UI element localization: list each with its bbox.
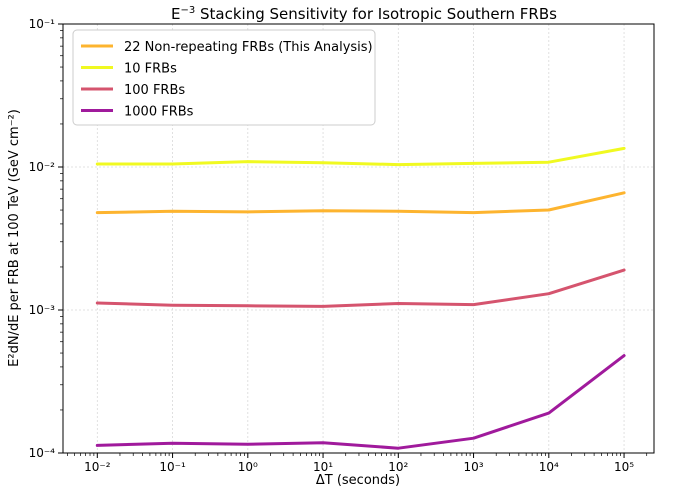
legend-box: [72, 29, 376, 126]
y-tick-label: 10⁻³: [29, 303, 56, 317]
x-tick-label: 10⁰: [238, 460, 258, 474]
y-tick-label: 10⁻²: [29, 160, 56, 174]
series-line: [95, 354, 626, 450]
legend-label: 1000 FRBs: [124, 105, 194, 120]
series-line: [95, 191, 626, 215]
x-tick-label: 10⁵: [614, 460, 634, 474]
x-tick-label: 10⁻¹: [159, 460, 186, 474]
x-tick-label: 10⁻²: [84, 460, 111, 474]
x-tick-label: 10¹: [313, 460, 333, 474]
x-tick-label: 10³: [464, 460, 484, 474]
series-line: [95, 268, 626, 308]
legend-label: 22 Non-repeating FRBs (This Analysis): [124, 40, 373, 55]
y-axis: 10⁻⁴ 10⁻³ 10⁻² 10⁻¹: [29, 17, 63, 460]
series-line: [95, 146, 626, 167]
series-layer: [95, 146, 626, 450]
plot-frame: [62, 23, 655, 454]
legend: 22 Non-repeating FRBs (This Analysis) 10 …: [72, 29, 376, 126]
y-tick-label: 10⁻⁴: [29, 446, 56, 460]
x-tick-label: 10⁴: [539, 460, 559, 474]
y-tick-label: 10⁻¹: [29, 17, 56, 31]
x-axis-label: ΔT (seconds): [316, 473, 400, 488]
x-tick-label: 10²: [388, 460, 408, 474]
chart-title: E−3 Stacking Sensitivity for Isotropic S…: [171, 5, 557, 23]
legend-label: 100 FRBs: [124, 83, 185, 98]
y-axis-label: E²dN/dE per FRB at 100 TeV (GeV cm⁻²): [7, 109, 22, 367]
legend-label: 10 FRBs: [124, 62, 177, 77]
x-axis: 10⁻² 10⁻¹ 10⁰ 10¹ 10² 10³ 10⁴ 10⁵: [67, 453, 648, 474]
